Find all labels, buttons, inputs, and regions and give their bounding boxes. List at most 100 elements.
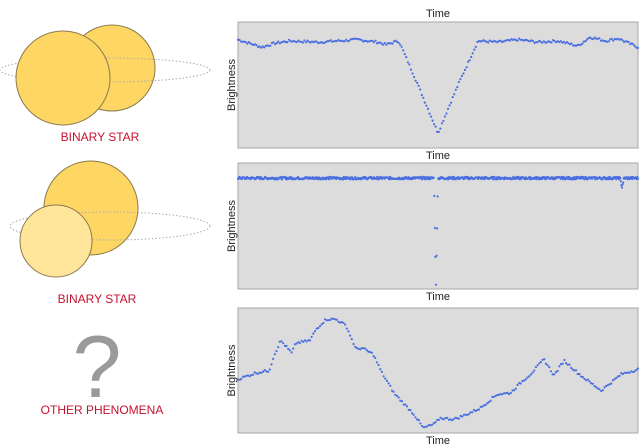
data-point [459,78,462,81]
data-point [420,93,423,97]
data-point [536,364,539,367]
data-point [343,40,346,43]
data-point [491,395,494,399]
data-point [332,317,335,320]
data-point [371,39,374,43]
data-point [514,387,517,390]
data-point [350,338,353,341]
data-point [444,416,447,420]
data-point [463,68,467,71]
data-point [493,395,496,398]
data-point [409,68,413,71]
data-point [439,127,442,130]
data-point [561,362,564,365]
data-point [489,399,492,402]
data-point [269,44,272,47]
data-point [275,350,278,353]
data-point [561,41,564,44]
data-point [262,370,265,373]
data-point [432,422,435,425]
data-point [348,39,351,42]
data-point [544,362,548,365]
data-point [543,358,546,361]
data-point [602,40,606,43]
data-point [430,115,433,118]
data-point [328,40,331,43]
data-point [426,107,430,110]
data-point [448,104,451,107]
data-point [519,382,522,385]
data-point [433,123,436,126]
data-point [616,375,620,378]
data-point [473,48,476,51]
data-point [263,46,266,49]
data-point [382,375,385,378]
data-point [538,362,541,365]
data-point [355,346,358,350]
data-point [395,394,399,397]
data-point [509,391,512,395]
data-point [268,368,271,371]
data-point [434,283,438,286]
data-point [421,425,424,428]
data-point [307,339,310,342]
data-point [297,39,300,42]
data-point [380,370,383,373]
data-point [468,59,471,62]
data-point [559,363,563,366]
data-point [352,342,355,346]
data-point [491,40,494,43]
data-point [483,178,486,181]
data-point [636,46,640,50]
data-point [516,383,519,387]
data-point [287,347,290,350]
data-point [467,412,471,416]
data-point [562,40,566,43]
data-point [555,41,558,44]
data-point [413,75,416,79]
data-point [345,38,348,41]
data-point [392,390,395,393]
data-point [631,370,635,374]
data-point [585,379,588,382]
data-point [417,84,420,87]
data-point [386,42,389,45]
data-point [380,42,383,45]
data-point [476,408,479,412]
data-point [391,42,394,45]
data-point [359,348,362,351]
data-point [467,60,470,63]
data-point [285,344,288,348]
data-point [240,377,243,380]
data-point [399,399,402,402]
data-point [374,356,377,359]
light-curve-chart-3: Time Brightness [226,307,640,447]
data-point [531,39,535,43]
data-point [620,372,623,375]
data-point [364,347,367,350]
data-point [524,378,528,381]
data-point [588,380,591,383]
data-point [419,88,422,91]
data-point [571,368,574,371]
data-point [315,40,318,43]
data-point [436,227,439,230]
data-point [258,45,261,48]
data-point [431,119,434,122]
data-point [485,40,488,43]
data-point [487,41,490,44]
data-point [460,74,463,78]
data-point [394,393,397,396]
data-point [513,389,516,392]
data-point [633,370,636,373]
data-point [389,384,392,387]
data-point [559,40,562,43]
data-point [302,340,305,343]
data-point [605,384,608,387]
data-point [469,411,472,414]
data-point [621,39,624,42]
data-point [451,96,454,99]
data-point [498,393,501,396]
data-point [278,340,281,343]
data-point [419,422,422,425]
